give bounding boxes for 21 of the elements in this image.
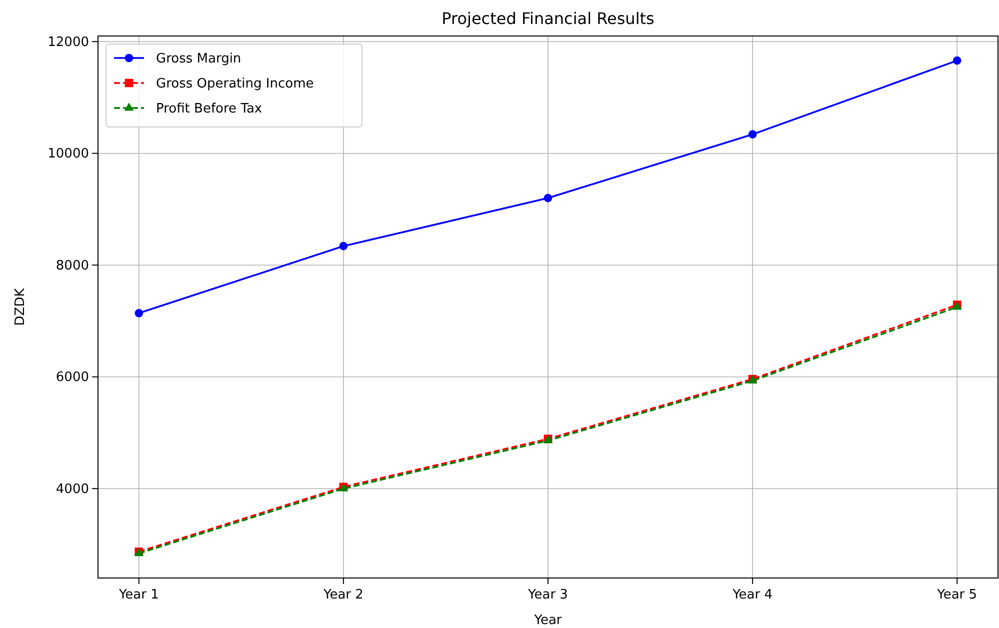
- x-tick-label: Year 5: [936, 588, 978, 603]
- x-tick-label: Year 3: [527, 588, 568, 603]
- point: [544, 194, 552, 202]
- legend-label: Gross Margin: [156, 52, 242, 67]
- point: [952, 56, 962, 65]
- y-tick-label: 4000: [56, 482, 89, 497]
- point: [339, 242, 348, 250]
- point: [748, 130, 757, 139]
- y-tick-label: 6000: [56, 370, 89, 386]
- chart-title: Projected Financial Results: [442, 9, 654, 28]
- y-tick-label: 8000: [56, 258, 89, 274]
- y-axis-title: DZDK: [13, 288, 28, 326]
- y-tick-label: 12000: [48, 34, 89, 50]
- y-tick-label: 10000: [48, 146, 89, 162]
- x-tick-label: Year 2: [322, 588, 364, 603]
- legend-label: Profit Before Tax: [156, 102, 262, 117]
- legend-label: Gross Operating Income: [156, 76, 314, 92]
- x-axis-title: Year: [533, 613, 562, 628]
- x-tick-label: Year 4: [732, 588, 773, 603]
- x-tick-label: Year 1: [118, 588, 159, 603]
- point: [134, 308, 144, 318]
